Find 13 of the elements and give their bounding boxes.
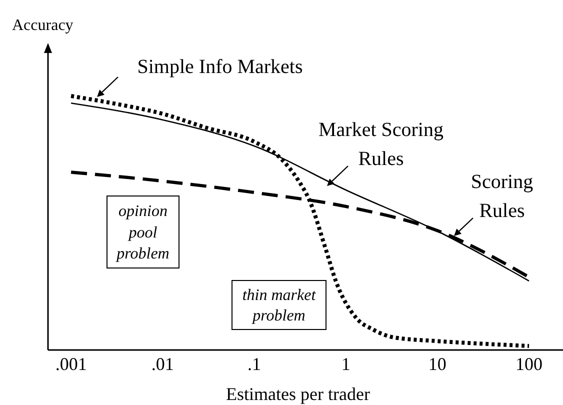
- annotation: Market Scoring Rules: [318, 119, 444, 170]
- annotation: Scoring Rules: [470, 171, 534, 222]
- annotation: opinion pool problem: [116, 203, 170, 263]
- x-axis-title: Estimates per trader: [226, 384, 370, 404]
- x-tick-label: 100: [516, 354, 543, 374]
- x-tick-label: 10: [428, 354, 446, 374]
- y-axis-title: Accuracy: [12, 17, 74, 34]
- text: Simple Info Markets: [137, 56, 303, 78]
- x-tick-label: 1: [341, 354, 350, 374]
- annotation: thin market problem: [242, 286, 316, 324]
- x-tick-label: .1: [247, 354, 261, 374]
- x-tick-label: .01: [151, 354, 174, 374]
- x-tick-label: .001: [55, 354, 87, 374]
